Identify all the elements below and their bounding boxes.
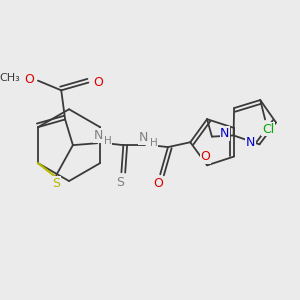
Text: S: S — [116, 176, 124, 188]
Text: H: H — [104, 136, 112, 146]
Text: N: N — [246, 136, 255, 149]
Text: N: N — [220, 127, 230, 140]
Text: N: N — [93, 129, 103, 142]
Text: H: H — [150, 138, 157, 148]
Text: N: N — [139, 131, 148, 144]
Text: O: O — [24, 73, 34, 86]
Text: O: O — [200, 150, 210, 163]
Text: CH₃: CH₃ — [0, 73, 20, 83]
Text: O: O — [93, 76, 103, 89]
Text: S: S — [52, 177, 60, 190]
Text: Cl: Cl — [262, 123, 274, 136]
Text: O: O — [153, 178, 163, 190]
